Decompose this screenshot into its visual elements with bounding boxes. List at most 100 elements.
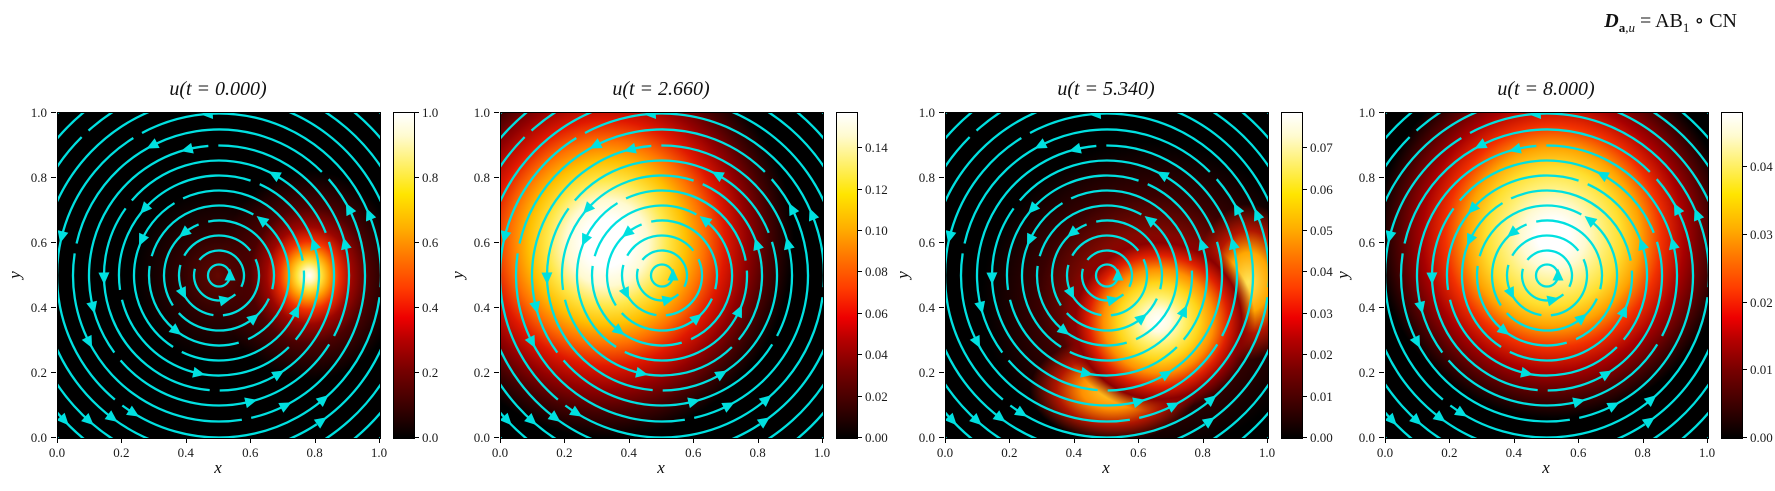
streamline-arrow-icon: [1014, 405, 1028, 417]
y-tick-mark: [494, 112, 499, 113]
streamline-arrow-icon: [86, 300, 98, 314]
x-tick-mark: [1642, 438, 1644, 443]
streamlines-overlay: [1386, 113, 1708, 438]
y-tick-mark: [51, 372, 56, 373]
colorbar-tick-mark: [415, 242, 419, 243]
y-tick-mark: [51, 112, 56, 113]
y-tick-label: 0.8: [473, 170, 490, 185]
x-tick-mark: [1385, 438, 1386, 443]
streamline-arrow-icon: [661, 295, 675, 307]
streamline-arrow-icon: [1386, 412, 1397, 426]
x-tick-label: 0.6: [685, 445, 702, 460]
y-tick-label: 0.0: [918, 430, 935, 445]
colorbar-tick-mark: [1303, 313, 1307, 314]
x-tick-mark: [185, 438, 187, 443]
streamline-arrow-icon: [1467, 232, 1478, 246]
streamline-arrow-icon: [711, 171, 725, 183]
x-tick-label: 0.2: [113, 445, 130, 460]
streamline-arrow-icon: [1606, 402, 1620, 413]
x-tick-mark: [822, 438, 823, 443]
x-tick-mark: [1707, 438, 1708, 443]
streamline-arrow-icon: [98, 272, 110, 285]
colorbar-tick-label: 0.02: [865, 388, 888, 404]
y-tick-mark: [939, 112, 944, 113]
streamline-arrow-icon: [1028, 201, 1041, 214]
colorbar: [1721, 112, 1743, 439]
annotation-operator-d: D: [1604, 10, 1619, 32]
streamline-arrow-icon: [315, 395, 329, 408]
streamline-arrow-icon: [81, 334, 93, 349]
x-tick-label: 1.0: [1258, 445, 1276, 460]
y-tick-mark: [939, 437, 944, 438]
y-tick-mark: [939, 177, 944, 178]
colorbar-tick-label: 0.6: [422, 235, 439, 250]
colorbar-tick-mark: [415, 437, 419, 438]
colorbar-tick-label: 0.07: [1310, 140, 1333, 156]
colorbar-tick-mark: [858, 189, 862, 190]
colorbar-tick-label: 0.4: [422, 300, 439, 315]
y-axis-label: y: [1333, 270, 1352, 279]
annotation-equals-ab: = AB: [1634, 10, 1683, 32]
x-tick-label: 0.8: [1634, 445, 1651, 460]
streamline-arrow-icon: [699, 215, 713, 228]
streamline-arrow-icon: [946, 230, 957, 244]
streamline-arrow-icon: [687, 397, 701, 409]
x-tick-label: 0.6: [1570, 445, 1587, 460]
streamline-arrow-icon: [1144, 215, 1158, 228]
figure-annotation: Da,u = AB1 ∘ CN: [1604, 8, 1737, 36]
y-tick-mark: [1379, 242, 1384, 243]
streamline-arrow-icon: [271, 370, 285, 382]
streamline-arrow-icon: [1468, 201, 1481, 214]
colorbar-tick-mark: [1303, 230, 1307, 231]
streamline-arrow-icon: [1643, 395, 1657, 408]
y-axis-label: y: [5, 270, 24, 279]
colorbar-tick-label: 0.08: [865, 264, 888, 280]
streamline-arrow-icon: [501, 230, 512, 244]
streamline-arrow-icon: [1574, 313, 1588, 326]
y-tick-mark: [1379, 177, 1384, 178]
x-tick-label: 0.6: [1130, 445, 1147, 460]
colorbar-tick-mark: [1743, 234, 1747, 235]
colorbar-tick-label: 0.04: [865, 347, 888, 363]
y-tick-label: 0.2: [918, 365, 935, 380]
colorbar-tick-mark: [415, 372, 419, 373]
y-tick-mark: [51, 437, 56, 438]
x-tick-label: 0.4: [1505, 445, 1522, 460]
y-tick-label: 0.8: [1358, 170, 1375, 185]
colorbar-tick-mark: [415, 177, 419, 178]
colorbar-tick-label: 1.0: [422, 105, 439, 120]
streamline-arrow-icon: [1584, 215, 1598, 228]
streamline-arrow-icon: [529, 300, 541, 314]
streamline-arrow-icon: [244, 397, 258, 409]
streamline-arrow-icon: [180, 142, 194, 154]
streamline-arrow-icon: [808, 208, 820, 222]
y-tick-label: 0.6: [473, 235, 490, 250]
x-tick-label: 0.2: [1441, 445, 1458, 460]
streamlines-overlay: [501, 113, 823, 438]
streamline-arrow-icon: [689, 313, 703, 326]
x-tick-mark: [628, 438, 630, 443]
colorbar-tick-mark: [1303, 271, 1307, 272]
streamline-arrow-icon: [139, 232, 150, 246]
colorbar-tick-mark: [1303, 189, 1307, 190]
streamline-arrow-icon: [1432, 410, 1446, 422]
y-axis-label: y: [893, 270, 912, 279]
streamline-arrow-icon: [1520, 366, 1534, 378]
y-tick-label: 0.4: [1358, 300, 1375, 315]
streamline-arrow-icon: [1166, 402, 1180, 413]
y-tick-mark: [51, 177, 56, 178]
x-tick-label: 1.0: [1698, 445, 1716, 460]
streamline-arrow-icon: [635, 366, 649, 378]
y-axis-label: y: [448, 270, 467, 279]
x-axis-label: x: [214, 458, 222, 477]
y-tick-label: 0.0: [30, 430, 47, 445]
streamline-arrow-icon: [268, 171, 282, 183]
streamline-arrow-icon: [1159, 370, 1173, 382]
x-tick-mark: [1138, 438, 1140, 443]
x-axis-label: x: [1542, 458, 1550, 477]
y-tick-label: 0.4: [30, 300, 47, 315]
streamline-arrow-icon: [1638, 237, 1649, 252]
streamline-arrow-icon: [140, 201, 153, 214]
y-tick-label: 0.0: [473, 430, 490, 445]
